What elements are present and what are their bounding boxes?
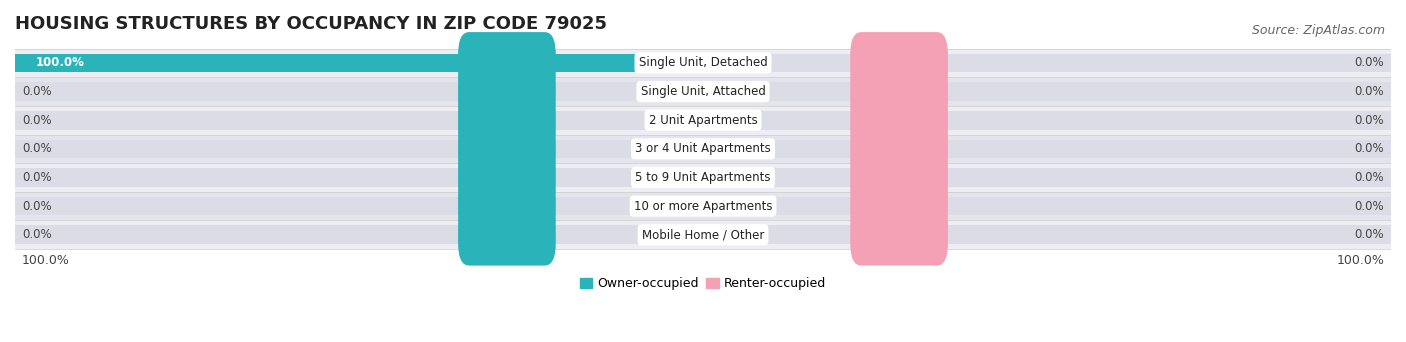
Bar: [703, 197, 1391, 215]
Text: Single Unit, Attached: Single Unit, Attached: [641, 85, 765, 98]
FancyBboxPatch shape: [458, 204, 555, 266]
Bar: [15, 82, 703, 101]
Text: 0.0%: 0.0%: [1354, 228, 1384, 241]
Bar: [15, 225, 703, 244]
FancyBboxPatch shape: [851, 118, 948, 180]
Bar: [703, 225, 1391, 244]
FancyBboxPatch shape: [851, 175, 948, 237]
Bar: [15, 106, 1391, 134]
Bar: [703, 54, 1391, 72]
FancyBboxPatch shape: [458, 118, 555, 180]
Bar: [15, 192, 1391, 221]
Bar: [15, 221, 1391, 249]
Bar: [15, 163, 1391, 192]
FancyBboxPatch shape: [458, 175, 555, 237]
Text: 0.0%: 0.0%: [1354, 114, 1384, 127]
FancyBboxPatch shape: [851, 147, 948, 208]
Text: 3 or 4 Unit Apartments: 3 or 4 Unit Apartments: [636, 142, 770, 155]
Text: 0.0%: 0.0%: [1354, 85, 1384, 98]
Text: 0.0%: 0.0%: [1354, 142, 1384, 155]
Text: 0.0%: 0.0%: [22, 142, 52, 155]
Bar: [15, 54, 703, 72]
Bar: [703, 168, 1391, 187]
Text: 100.0%: 100.0%: [1336, 254, 1384, 267]
FancyBboxPatch shape: [851, 32, 948, 94]
Text: 0.0%: 0.0%: [1354, 56, 1384, 69]
FancyBboxPatch shape: [851, 61, 948, 122]
Text: 5 to 9 Unit Apartments: 5 to 9 Unit Apartments: [636, 171, 770, 184]
Bar: [703, 140, 1391, 158]
FancyBboxPatch shape: [851, 89, 948, 151]
Text: Source: ZipAtlas.com: Source: ZipAtlas.com: [1251, 24, 1385, 37]
Text: 100.0%: 100.0%: [22, 254, 70, 267]
Text: 100.0%: 100.0%: [35, 56, 84, 69]
FancyBboxPatch shape: [458, 32, 555, 94]
FancyBboxPatch shape: [458, 89, 555, 151]
FancyBboxPatch shape: [851, 204, 948, 266]
Text: 0.0%: 0.0%: [22, 171, 52, 184]
Text: 0.0%: 0.0%: [22, 85, 52, 98]
Text: 0.0%: 0.0%: [22, 228, 52, 241]
Text: Single Unit, Detached: Single Unit, Detached: [638, 56, 768, 69]
Bar: [15, 111, 703, 130]
Bar: [15, 49, 1391, 77]
Bar: [703, 111, 1391, 130]
Text: 0.0%: 0.0%: [1354, 200, 1384, 213]
Text: 10 or more Apartments: 10 or more Apartments: [634, 200, 772, 213]
Bar: [15, 134, 1391, 163]
Bar: [15, 54, 703, 72]
Text: 0.0%: 0.0%: [1354, 171, 1384, 184]
Text: HOUSING STRUCTURES BY OCCUPANCY IN ZIP CODE 79025: HOUSING STRUCTURES BY OCCUPANCY IN ZIP C…: [15, 15, 607, 33]
Bar: [703, 82, 1391, 101]
Text: 2 Unit Apartments: 2 Unit Apartments: [648, 114, 758, 127]
FancyBboxPatch shape: [458, 147, 555, 208]
Bar: [15, 197, 703, 215]
Text: 0.0%: 0.0%: [22, 114, 52, 127]
Text: 0.0%: 0.0%: [22, 200, 52, 213]
FancyBboxPatch shape: [458, 61, 555, 122]
Bar: [15, 77, 1391, 106]
Bar: [15, 168, 703, 187]
Text: Mobile Home / Other: Mobile Home / Other: [641, 228, 765, 241]
Legend: Owner-occupied, Renter-occupied: Owner-occupied, Renter-occupied: [575, 272, 831, 295]
Bar: [15, 140, 703, 158]
